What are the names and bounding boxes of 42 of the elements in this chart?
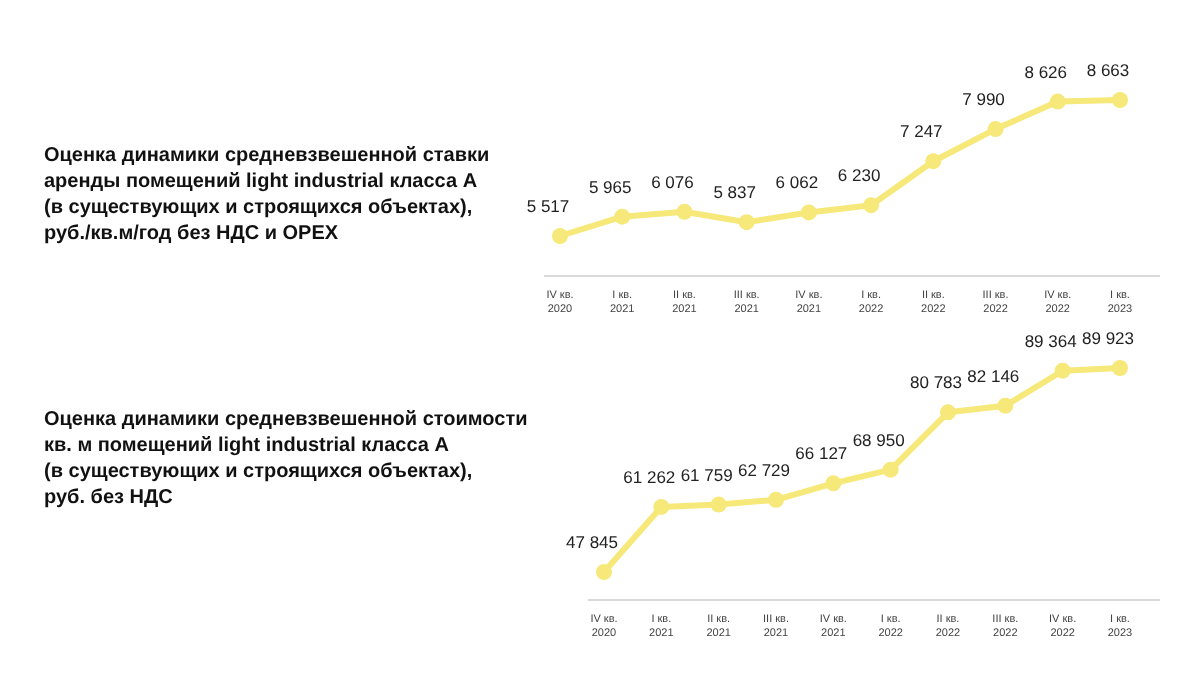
data-label: 6 076 (651, 171, 695, 192)
point (800, 204, 817, 221)
point (596, 564, 612, 580)
data-label: 89 923 (1082, 328, 1135, 348)
point (863, 197, 880, 214)
data-label: 61 262 (623, 466, 676, 487)
point (940, 404, 956, 421)
point (768, 491, 784, 508)
data-label: 6 230 (837, 165, 881, 186)
point (710, 496, 727, 513)
point (552, 228, 568, 244)
text: Оценка динамики средневзвешенной стоимости кв. м помещений light industrial класса А (в существующих и строящихся объектах), руб. без НДС (44, 409, 528, 509)
point (1112, 360, 1128, 376)
data-label: 89 364 (1024, 330, 1078, 351)
data-label: 47 845 (566, 532, 619, 552)
data-label: 66 127 (795, 443, 848, 464)
data-label: 5 965 (588, 176, 633, 197)
point (925, 153, 942, 170)
point (676, 203, 693, 220)
point (738, 214, 755, 231)
data-label: 8 663 (1086, 60, 1130, 80)
point (882, 461, 899, 478)
point (825, 475, 842, 492)
point (997, 397, 1014, 414)
data-label: 5 837 (713, 182, 757, 203)
point (1049, 93, 1066, 110)
data-label: 6 062 (775, 172, 819, 193)
data-label: 62 729 (738, 459, 791, 480)
data-label: 5 517 (526, 196, 570, 216)
data-label: 61 759 (680, 464, 734, 485)
point (653, 498, 670, 515)
point (614, 208, 631, 225)
data-label: 7 247 (900, 121, 944, 142)
point (1112, 92, 1128, 108)
data-label: 7 990 (962, 89, 1006, 110)
data-label: 68 950 (852, 429, 906, 450)
data-label: 82 146 (967, 365, 1020, 386)
data-label: 80 783 (910, 372, 963, 393)
point (1054, 362, 1071, 379)
data-label: 8 626 (1024, 61, 1068, 82)
text: Оценка динамики средневзвешенной ставки аренды помещений light industrial класса А (в существующих и строящихся объектах), руб./кв.м/год без НДС и OPEX (44, 145, 490, 245)
point (987, 121, 1004, 138)
